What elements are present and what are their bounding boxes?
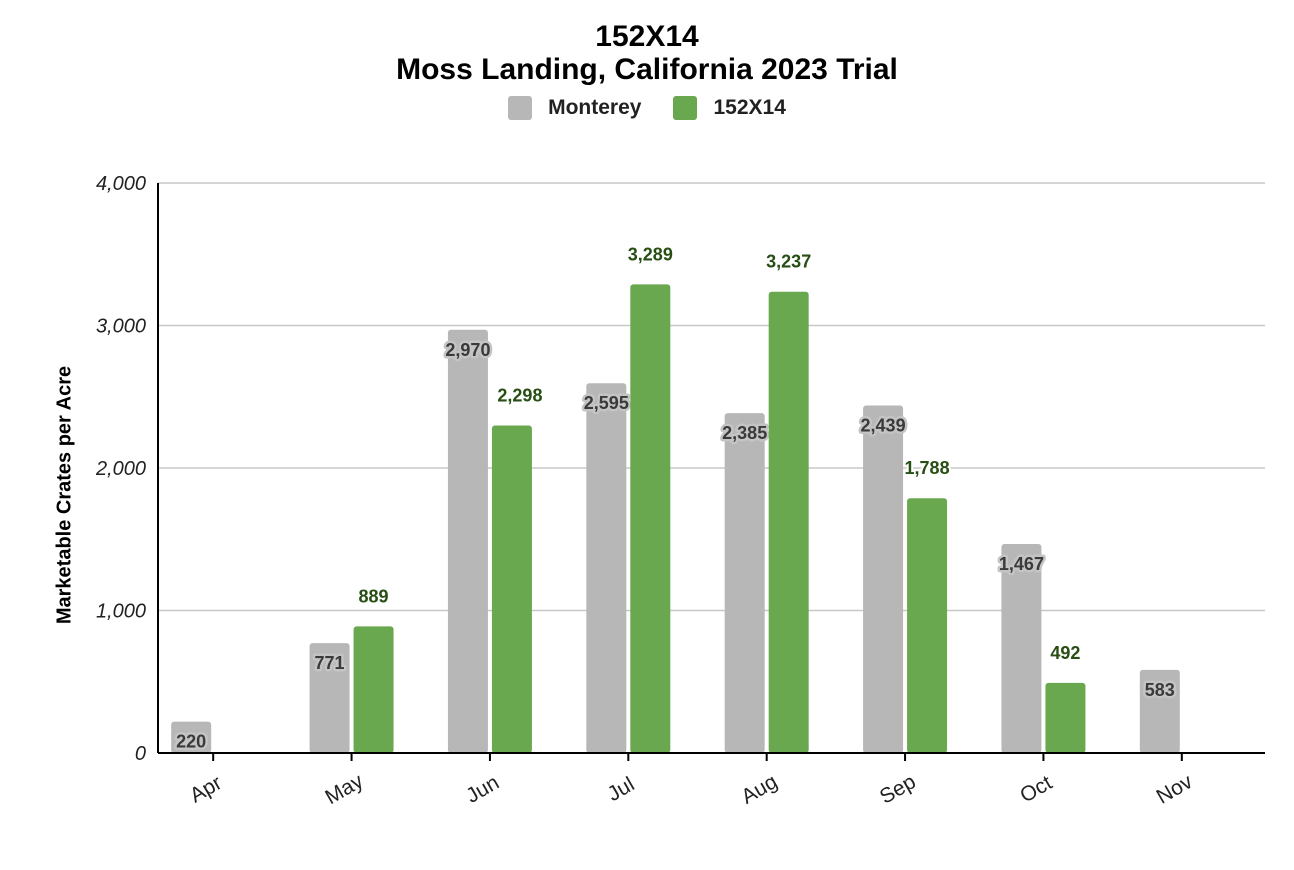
data-label-monterey: 220 [176,732,206,752]
data-label-152x14: 889 [359,586,389,606]
data-label-152x14: 3,289 [628,244,673,264]
y-tick-label: 0 [135,743,146,765]
bar-monterey [447,329,488,753]
bar-152x14 [768,291,809,753]
bar-152x14 [630,284,671,753]
bar-monterey [724,413,765,753]
x-tick-label: Jun [462,771,503,808]
bar-monterey [586,383,627,753]
data-label-152x14: 3,237 [766,252,811,272]
data-label-monterey: 2,595 [584,393,629,413]
bar-152x14 [353,626,394,753]
legend-label-monterey: Monterey [548,96,642,119]
data-label-monterey: 1,467 [999,554,1044,574]
bar-152x14 [1045,682,1086,753]
y-tick-label: 2,000 [95,458,146,480]
bar-monterey [1139,669,1180,753]
chart-subtitle: Moss Landing, California 2023 Trial [396,53,898,86]
legend: Monterey 152X14 [0,96,1294,120]
data-label-152x14: 2,298 [497,386,542,406]
bar-152x14 [491,425,532,753]
legend-item-monterey: Monterey [508,96,641,120]
data-label-monterey: 2,385 [722,423,767,443]
data-label-monterey: 2,970 [445,340,490,360]
legend-swatch-monterey [508,96,533,120]
x-tick-label: Jul [604,773,639,806]
bar-monterey [1001,543,1042,753]
x-tick-label: Sep [876,770,920,809]
x-tick-label: May [321,769,367,809]
bar-152x14 [907,498,948,753]
data-label-monterey: 583 [1145,680,1175,700]
legend-item-152x14: 152X14 [673,96,786,120]
y-tick-label: 4,000 [96,173,146,195]
y-tick-label: 3,000 [96,316,146,338]
bar-monterey [309,643,350,753]
x-tick-label: Aug [738,770,782,809]
data-label-monterey: 771 [315,653,345,673]
bar-monterey [863,405,904,753]
bar-monterey [171,721,212,753]
x-tick-label: Nov [1153,770,1197,809]
data-label-152x14: 492 [1050,643,1080,663]
data-label-monterey: 2,439 [861,415,906,435]
legend-swatch-152x14 [673,96,698,120]
legend-label-152x14: 152X14 [713,96,786,119]
y-tick-label: 1,000 [96,601,146,623]
data-label-152x14: 1,788 [905,458,950,478]
x-tick-label: Oct [1016,771,1056,807]
chart-title: 152X14 [595,20,699,53]
x-tick-label: Apr [186,771,226,807]
